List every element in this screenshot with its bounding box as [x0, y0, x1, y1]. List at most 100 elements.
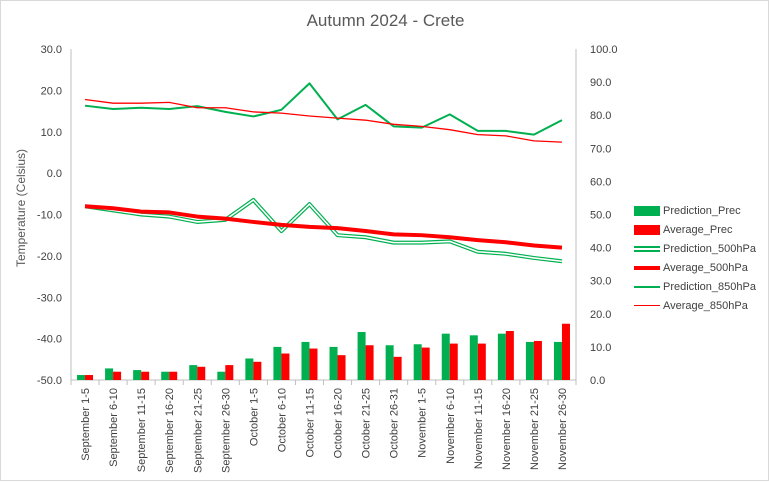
- y-tick-label: 0.0: [47, 168, 62, 180]
- y2-tick-label: 70.0: [590, 143, 611, 155]
- bar-average-prec: [393, 356, 402, 380]
- x-tick-label: September 6-10: [108, 388, 120, 467]
- legend-label: Prediction_850hPa: [663, 280, 756, 293]
- line-average-850hpa: [84, 98, 563, 143]
- bar-average-prec: [169, 371, 178, 380]
- bar-average-prec: [281, 353, 290, 380]
- legend: Prediction_Prec Average_Prec Prediction_50…: [634, 201, 756, 315]
- y2-tick-label: 30.0: [590, 276, 611, 288]
- y2-tick-label: 100.0: [590, 44, 618, 56]
- legend-swatch: [634, 304, 660, 307]
- x-tick-label: October 16-20: [333, 388, 345, 458]
- bar-average-prec: [85, 375, 94, 380]
- bar-average-prec: [477, 343, 486, 380]
- chart-title: Autumn 2024 - Crete: [306, 11, 465, 30]
- bar-average-prec: [197, 366, 206, 380]
- bar-prediction-prec: [133, 370, 142, 380]
- legend-item: Prediction_Prec: [634, 201, 756, 220]
- x-tick-label: September 26-30: [220, 388, 232, 473]
- y2-tick-label: 20.0: [590, 309, 611, 321]
- y2-tick-label: 80.0: [590, 110, 611, 122]
- x-tick-label: October 26-31: [389, 388, 401, 458]
- bar-prediction-prec: [413, 344, 422, 380]
- x-tick-label: November 26-30: [557, 388, 569, 470]
- bar-prediction-prec: [217, 371, 226, 380]
- bar-prediction-prec: [525, 341, 534, 380]
- legend-swatch: [634, 285, 660, 288]
- bar-average-prec: [533, 340, 542, 380]
- x-tick-label: October 11-15: [304, 388, 316, 458]
- x-tick-label: November 16-20: [501, 388, 513, 470]
- legend-label: Average_500hPa: [663, 261, 748, 274]
- bar-prediction-prec: [329, 346, 338, 380]
- bar-average-prec: [225, 365, 234, 380]
- bar-prediction-prec: [497, 333, 506, 380]
- y-tick-label: -50.0: [37, 375, 62, 387]
- bar-prediction-prec: [301, 341, 310, 380]
- bar-average-prec: [309, 348, 318, 380]
- bar-prediction-prec: [441, 333, 450, 380]
- y-tick-label: -40.0: [37, 334, 62, 346]
- legend-swatch: [634, 224, 660, 235]
- line-average-500hpa: [84, 204, 563, 250]
- x-tick-label: October 6-10: [276, 388, 288, 452]
- x-tick-label: November 1-5: [417, 388, 429, 458]
- legend-label: Prediction_500hPa: [663, 242, 756, 255]
- y2-tick-label: 90.0: [590, 77, 611, 89]
- y2-tick-label: 60.0: [590, 176, 611, 188]
- bar-prediction-prec: [553, 341, 562, 380]
- x-tick-label: October 1-5: [248, 388, 260, 446]
- x-tick-label: November 11-15: [473, 388, 485, 469]
- legend-item: Average_850hPa: [634, 296, 756, 315]
- legend-item: Average_500hPa: [634, 258, 756, 277]
- bar-prediction-prec: [189, 365, 198, 380]
- legend-swatch: [634, 205, 660, 216]
- x-tick-label: October 21-25: [361, 388, 373, 458]
- bar-prediction-prec: [245, 358, 254, 380]
- bar-average-prec: [253, 361, 262, 380]
- legend-label: Average_850hPa: [663, 299, 748, 312]
- x-tick-label: September 1-5: [80, 388, 92, 461]
- y-tick-label: 30.0: [41, 44, 62, 56]
- x-tick-label: November 21-25: [529, 388, 541, 470]
- bar-prediction-prec: [385, 345, 394, 380]
- y-tick-label: -30.0: [37, 292, 62, 304]
- bar-average-prec: [141, 371, 150, 380]
- legend-label: Prediction_Prec: [663, 204, 741, 217]
- legend-swatch: [634, 265, 660, 270]
- bar-prediction-prec: [469, 335, 478, 380]
- legend-item: Prediction_850hPa: [634, 277, 756, 296]
- y2-tick-label: 0.0: [590, 375, 605, 387]
- bar-prediction-prec: [161, 371, 170, 380]
- bar-average-prec: [505, 331, 514, 380]
- bar-average-prec: [421, 347, 430, 380]
- y-tick-label: 10.0: [41, 127, 62, 139]
- x-tick-label: November 6-10: [445, 388, 457, 464]
- x-tick-label: September 21-25: [192, 388, 204, 473]
- x-tick-label: September 16-20: [164, 388, 176, 473]
- y-tick-label: 20.0: [41, 85, 62, 97]
- line-prediction-850hpa: [84, 82, 563, 136]
- legend-swatch: [634, 245, 660, 252]
- legend-item: Prediction_500hPa: [634, 239, 756, 258]
- bar-average-prec: [365, 345, 374, 380]
- legend-label: Average_Prec: [663, 223, 733, 236]
- bar-average-prec: [113, 371, 122, 380]
- y2-tick-label: 10.0: [590, 342, 611, 354]
- bar-prediction-prec: [357, 332, 366, 380]
- y2-tick-label: 40.0: [590, 243, 611, 255]
- bar-average-prec: [337, 355, 346, 380]
- y-tick-label: -20.0: [37, 251, 62, 263]
- bar-average-prec: [561, 323, 570, 380]
- bar-prediction-prec: [77, 375, 86, 380]
- y-tick-label: -10.0: [37, 210, 62, 222]
- legend-item: Average_Prec: [634, 220, 756, 239]
- bar-prediction-prec: [105, 368, 114, 380]
- line-prediction-500hpa-inner: [84, 199, 563, 263]
- y2-tick-label: 50.0: [590, 210, 611, 222]
- x-tick-label: September 11-15: [136, 388, 148, 472]
- bar-average-prec: [449, 343, 458, 380]
- bar-prediction-prec: [273, 346, 282, 380]
